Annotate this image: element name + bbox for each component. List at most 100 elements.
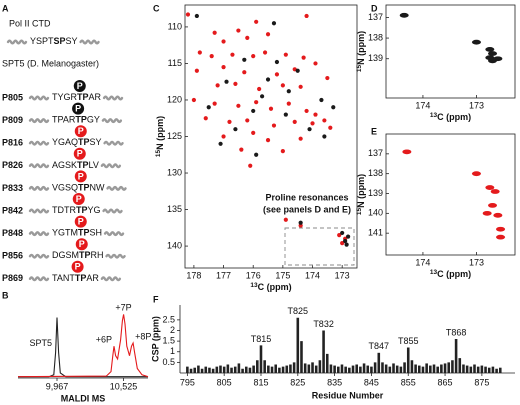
proline-box bbox=[284, 227, 355, 266]
peak bbox=[283, 217, 288, 222]
bar bbox=[451, 360, 454, 373]
peak bbox=[251, 54, 256, 59]
peak bbox=[313, 61, 318, 66]
peak bbox=[185, 12, 191, 17]
peak bbox=[298, 84, 303, 89]
peak bbox=[257, 86, 262, 92]
peak bbox=[331, 105, 336, 110]
peak bbox=[265, 138, 271, 143]
bar bbox=[226, 364, 230, 373]
panel-label: E bbox=[371, 126, 377, 136]
peak bbox=[206, 105, 211, 110]
y-axis-label: 15N (ppm) bbox=[356, 31, 367, 72]
peak bbox=[280, 83, 285, 88]
bar bbox=[292, 362, 296, 373]
bar bbox=[465, 365, 469, 373]
peak bbox=[310, 121, 315, 126]
phospho-letter: P bbox=[75, 103, 81, 113]
peak bbox=[328, 125, 333, 130]
sequence-part: SP bbox=[54, 36, 66, 46]
peak bbox=[254, 152, 259, 157]
peak bbox=[194, 68, 199, 73]
peak bbox=[344, 242, 349, 247]
peak bbox=[496, 226, 506, 232]
sequence-part: VGSQ bbox=[52, 183, 78, 193]
bar bbox=[256, 360, 259, 373]
bar bbox=[421, 366, 425, 373]
peak bbox=[191, 97, 196, 103]
bar bbox=[222, 366, 226, 373]
peak bbox=[215, 83, 220, 88]
residue-label: T832 bbox=[313, 319, 334, 329]
peak bbox=[245, 118, 250, 123]
sequence-part: AR bbox=[89, 92, 102, 102]
bar bbox=[480, 365, 484, 373]
y-axis-label-part: N (ppm) bbox=[155, 116, 165, 150]
peak bbox=[271, 21, 277, 26]
sequence-part: TYGR bbox=[52, 92, 78, 102]
sequence-part: YSPT bbox=[30, 36, 54, 46]
y-axis-label: 15N (ppm) bbox=[155, 116, 166, 157]
sequence-part: NW bbox=[90, 183, 105, 193]
bar bbox=[392, 363, 395, 373]
peak-label: +8P bbox=[135, 331, 151, 341]
sequence-part: DGSM bbox=[52, 251, 79, 261]
sequence: DGSMTPRH bbox=[52, 251, 104, 261]
peak bbox=[322, 134, 327, 139]
bar bbox=[325, 353, 329, 373]
peak bbox=[485, 47, 495, 52]
x-tick-label: 825 bbox=[290, 377, 305, 387]
spt5-label: SPT5 (D. Melanogaster) bbox=[2, 58, 99, 68]
peak bbox=[496, 234, 506, 240]
linker-wave bbox=[102, 95, 124, 101]
panel-label: F bbox=[153, 294, 159, 304]
peak bbox=[212, 101, 217, 106]
bar bbox=[204, 366, 208, 373]
peak bbox=[268, 106, 274, 111]
bar bbox=[384, 364, 388, 373]
y-tick-label: 138 bbox=[368, 168, 383, 178]
peak bbox=[227, 119, 232, 124]
bar bbox=[329, 364, 333, 373]
panel-label: C bbox=[153, 3, 160, 13]
x-axis-label: 13C (ppm) bbox=[430, 112, 471, 123]
linker-wave bbox=[79, 39, 100, 45]
bar bbox=[197, 365, 200, 373]
bar bbox=[399, 366, 403, 373]
peak bbox=[301, 55, 306, 60]
y-tick-label: 2.5 bbox=[162, 314, 175, 324]
peak bbox=[485, 185, 495, 190]
phospho-badge bbox=[72, 193, 85, 205]
phospho-letter: P bbox=[78, 171, 84, 181]
y-tick-label: 135 bbox=[167, 204, 182, 214]
bar bbox=[377, 352, 381, 373]
linker-wave bbox=[103, 231, 125, 237]
sequence-part: GY bbox=[87, 115, 100, 125]
linker-wave bbox=[28, 163, 50, 169]
sequence: YGAQTPSY bbox=[52, 138, 102, 148]
peak bbox=[242, 57, 247, 62]
peak bbox=[298, 220, 303, 225]
peak bbox=[482, 210, 492, 216]
y-axis-label-part: N (ppm) bbox=[356, 31, 366, 65]
phospho-badge bbox=[71, 260, 84, 273]
bar bbox=[248, 367, 252, 373]
bar bbox=[289, 364, 292, 373]
x-tick-label: 855 bbox=[401, 377, 416, 387]
peak bbox=[254, 100, 259, 105]
bar bbox=[454, 339, 458, 373]
bar bbox=[219, 365, 222, 373]
x-axis-label-part: C (ppm) bbox=[437, 112, 471, 122]
phospho-badge bbox=[72, 102, 85, 115]
bar bbox=[211, 368, 215, 373]
x-tick-label: 176 bbox=[246, 270, 261, 280]
sequence-part: TP bbox=[75, 115, 87, 125]
bar bbox=[355, 364, 358, 373]
bar bbox=[458, 358, 462, 373]
linker-wave bbox=[28, 118, 50, 124]
bar bbox=[270, 366, 274, 373]
y-axis-label-part: 15 bbox=[356, 208, 363, 216]
x-tick-label: 805 bbox=[217, 377, 232, 387]
peak bbox=[286, 101, 291, 106]
